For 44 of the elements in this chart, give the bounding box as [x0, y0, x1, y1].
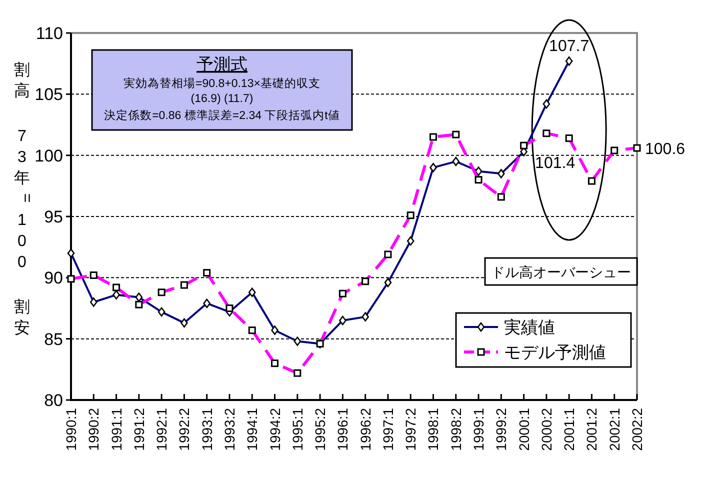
- x-tick-label: 1995:1: [289, 408, 306, 451]
- y-tick-label: 85: [44, 330, 63, 349]
- x-tick-label: 1990:2: [86, 408, 102, 451]
- x-tick-label: 1994:2: [266, 408, 283, 451]
- x-tick-label: 1992:2: [176, 408, 192, 451]
- annotation: 予測式: [196, 55, 248, 74]
- y-tick-label: 95: [44, 208, 63, 226]
- x-tick-label: 2002:2: [629, 408, 645, 451]
- x-tick-label: 1994:1: [244, 408, 260, 451]
- x-tick-label: 2000:1: [516, 408, 532, 451]
- x-tick-label: 1993:2: [221, 408, 238, 451]
- x-tick-label: 2001:1: [561, 408, 578, 451]
- x-tick-label: 1991:1: [108, 408, 124, 451]
- x-tick-label: 1996:1: [334, 408, 351, 451]
- data-label: 107.7: [549, 38, 590, 56]
- data-label: 100.6: [645, 140, 686, 158]
- y-tick-label: 80: [44, 391, 63, 410]
- x-tick-label: 1991:2: [130, 408, 147, 451]
- x-tick-label: 1999:2: [493, 408, 510, 451]
- x-tick-label: 1990:1: [63, 408, 79, 451]
- x-tick-label: 2002:1: [606, 408, 622, 451]
- x-tick-label: 2000:2: [538, 408, 554, 451]
- x-tick-label: 1992:1: [154, 408, 170, 451]
- text: 割高 73年=100 割安: [14, 62, 35, 337]
- x-tick-label: 1995:2: [312, 408, 328, 451]
- x-tick-label: 1998:1: [425, 408, 442, 451]
- x-tick-label: 1998:2: [448, 408, 464, 451]
- data-label: 101.4: [535, 155, 576, 172]
- y-tick-label: 105: [34, 85, 63, 104]
- x-tick-label: 1996:2: [357, 408, 374, 451]
- legend-label: 実績値: [504, 318, 555, 337]
- annotation: ドル高オーバーシュー: [491, 264, 631, 280]
- annotation: 決定係数=0.86 標準誤差=2.34 下段括弧内t値: [104, 108, 340, 122]
- x-tick-label: 1993:1: [198, 408, 215, 451]
- legend-label: モデル予測値: [504, 343, 606, 362]
- annotation: 実効為替相場=90.8+0.13×基礎的収支: [124, 76, 320, 90]
- y-tick-label: 110: [36, 24, 63, 43]
- x-tick-label: 2001:2: [584, 408, 600, 451]
- y-tick-label: 90: [44, 268, 63, 288]
- x-tick-label: 1997:1: [380, 408, 396, 451]
- x-tick-label: 1997:2: [402, 408, 419, 451]
- y-tick-label: 100: [34, 146, 63, 166]
- x-tick-label: 1999:1: [470, 408, 487, 451]
- annotation: (16.9) (11.7): [190, 93, 254, 105]
